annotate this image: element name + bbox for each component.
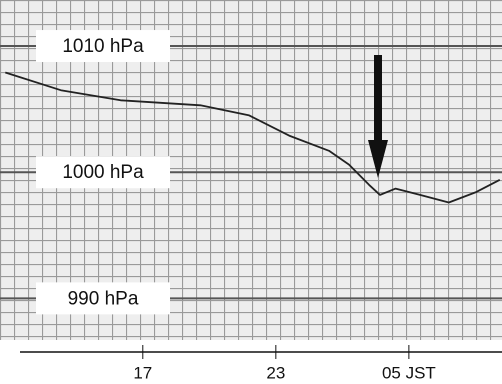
x-tick-label: 17 xyxy=(133,363,152,382)
x-tick-label: 05 JST xyxy=(382,363,436,382)
x-tick-label: 23 xyxy=(266,363,285,382)
y-tick-label: 1010 hPa xyxy=(62,36,144,57)
y-tick-label: 1000 hPa xyxy=(62,162,144,183)
barograph-chart: 990 hPa 1000 hPa 1010 hPa 17 23 05 JST xyxy=(0,0,502,384)
y-tick-label: 990 hPa xyxy=(68,288,139,309)
